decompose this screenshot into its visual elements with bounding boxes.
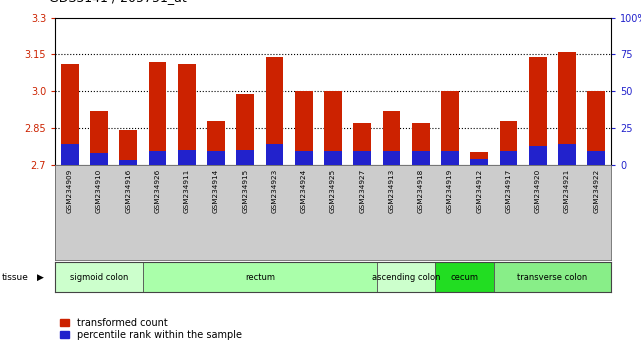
Bar: [295, 152, 313, 165]
Bar: [324, 91, 342, 165]
Text: GSM234910: GSM234910: [96, 169, 102, 213]
Bar: [441, 152, 459, 165]
Text: GSM234914: GSM234914: [213, 169, 219, 213]
Text: tissue: tissue: [1, 273, 28, 281]
Bar: [353, 123, 371, 165]
Text: GSM234917: GSM234917: [506, 169, 512, 213]
Bar: [266, 144, 283, 165]
Text: GSM234926: GSM234926: [154, 169, 160, 213]
Bar: [587, 152, 605, 165]
Text: GDS3141 / 205751_at: GDS3141 / 205751_at: [49, 0, 187, 4]
FancyBboxPatch shape: [435, 262, 494, 292]
Bar: [470, 152, 488, 165]
Bar: [149, 152, 166, 165]
FancyBboxPatch shape: [494, 262, 611, 292]
Bar: [383, 111, 400, 165]
Bar: [207, 121, 225, 165]
Bar: [500, 152, 517, 165]
Bar: [558, 52, 576, 165]
Text: transverse colon: transverse colon: [517, 273, 588, 281]
Bar: [587, 91, 605, 165]
Bar: [529, 145, 547, 165]
Bar: [149, 62, 166, 165]
Text: GSM234913: GSM234913: [388, 169, 394, 213]
Bar: [90, 153, 108, 165]
Text: GSM234919: GSM234919: [447, 169, 453, 213]
Text: GSM234920: GSM234920: [535, 169, 541, 213]
Bar: [441, 91, 459, 165]
Bar: [324, 152, 342, 165]
Bar: [90, 111, 108, 165]
Bar: [237, 93, 254, 165]
Text: GSM234916: GSM234916: [125, 169, 131, 213]
Bar: [178, 64, 196, 165]
Bar: [295, 91, 313, 165]
Bar: [353, 152, 371, 165]
FancyBboxPatch shape: [143, 262, 377, 292]
FancyBboxPatch shape: [55, 262, 143, 292]
Bar: [412, 152, 429, 165]
Bar: [207, 152, 225, 165]
Text: GSM234918: GSM234918: [418, 169, 424, 213]
Bar: [237, 150, 254, 165]
Text: GSM234922: GSM234922: [594, 169, 599, 213]
Bar: [119, 130, 137, 165]
Text: GSM234911: GSM234911: [184, 169, 190, 213]
Text: rectum: rectum: [245, 273, 275, 281]
Bar: [383, 152, 400, 165]
Text: GSM234909: GSM234909: [67, 169, 72, 213]
Bar: [412, 123, 429, 165]
Text: sigmoid colon: sigmoid colon: [70, 273, 128, 281]
Text: GSM234927: GSM234927: [359, 169, 365, 213]
Bar: [558, 144, 576, 165]
Bar: [178, 150, 196, 165]
Text: GSM234923: GSM234923: [272, 169, 278, 213]
Text: GSM234924: GSM234924: [301, 169, 307, 213]
Text: GSM234912: GSM234912: [476, 169, 482, 213]
Text: ascending colon: ascending colon: [372, 273, 440, 281]
Text: ▶: ▶: [37, 273, 44, 281]
Text: GSM234925: GSM234925: [330, 169, 336, 213]
Bar: [470, 159, 488, 165]
Bar: [500, 121, 517, 165]
Text: GSM234915: GSM234915: [242, 169, 248, 213]
Bar: [61, 64, 79, 165]
FancyBboxPatch shape: [377, 262, 435, 292]
Legend: transformed count, percentile rank within the sample: transformed count, percentile rank withi…: [60, 318, 242, 340]
Bar: [119, 160, 137, 165]
Bar: [61, 144, 79, 165]
Bar: [529, 57, 547, 165]
Bar: [266, 57, 283, 165]
Text: cecum: cecum: [451, 273, 479, 281]
Text: GSM234921: GSM234921: [564, 169, 570, 213]
